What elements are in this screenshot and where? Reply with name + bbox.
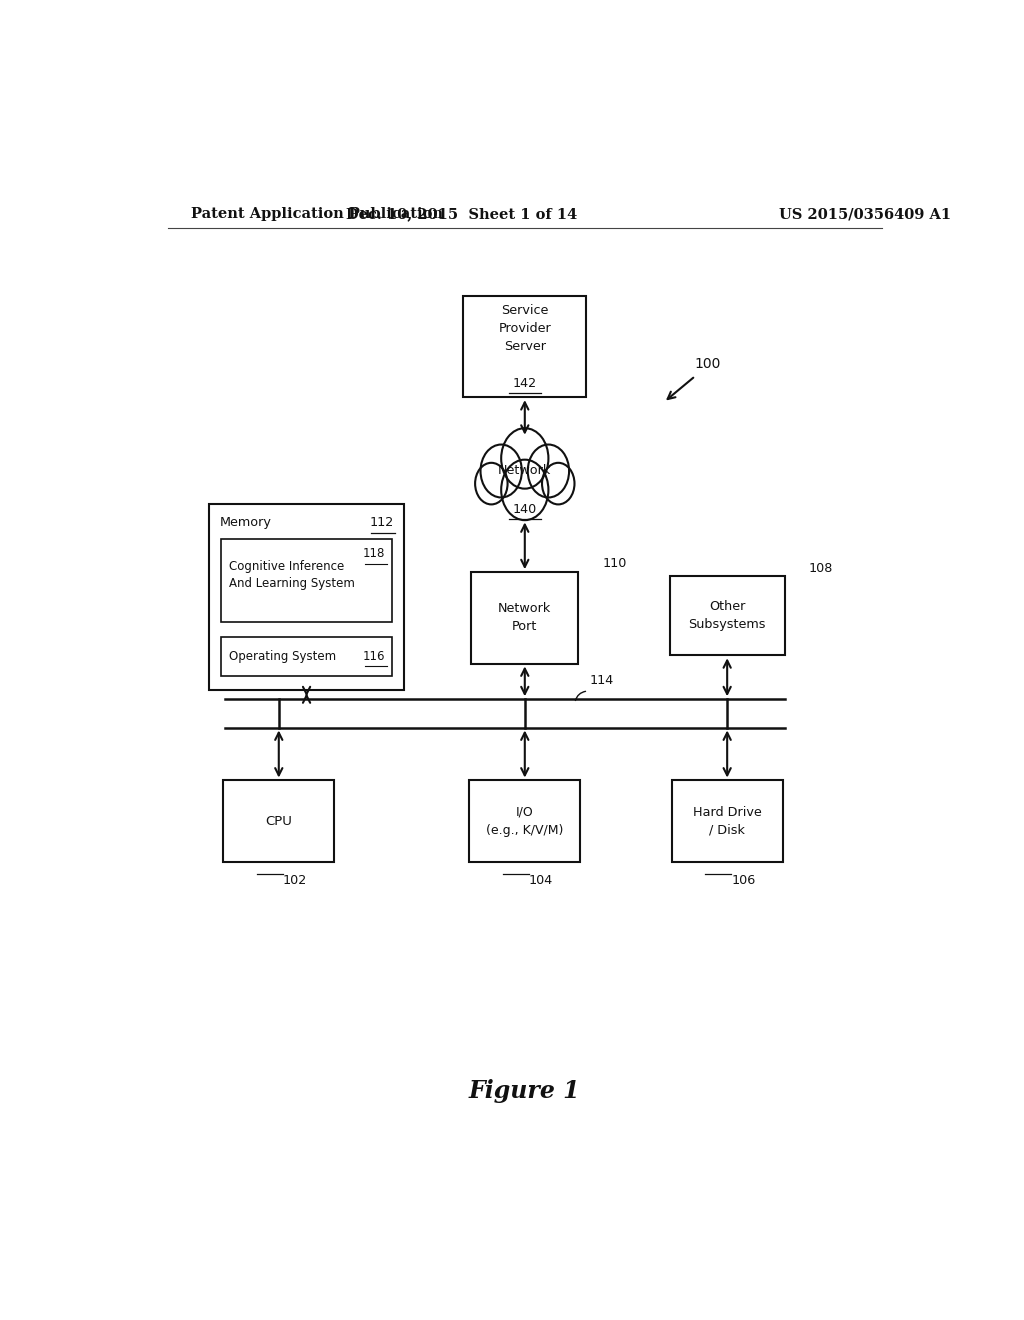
Text: 102: 102 xyxy=(283,874,307,887)
FancyBboxPatch shape xyxy=(463,296,587,397)
Text: Memory: Memory xyxy=(220,516,271,529)
Circle shape xyxy=(527,445,569,498)
Text: 110: 110 xyxy=(602,557,627,570)
Text: 116: 116 xyxy=(364,649,385,663)
Text: 118: 118 xyxy=(364,548,385,560)
Text: Service
Provider
Server: Service Provider Server xyxy=(499,304,551,352)
Text: Cognitive Inference
And Learning System: Cognitive Inference And Learning System xyxy=(229,560,355,590)
Text: Network: Network xyxy=(498,463,552,477)
FancyBboxPatch shape xyxy=(221,638,392,676)
FancyBboxPatch shape xyxy=(221,539,392,622)
Text: 112: 112 xyxy=(370,516,393,529)
Text: 104: 104 xyxy=(528,874,553,887)
Text: 114: 114 xyxy=(590,675,614,688)
Text: 108: 108 xyxy=(809,561,833,574)
Text: Operating System: Operating System xyxy=(229,649,336,663)
Text: CPU: CPU xyxy=(265,814,292,828)
Circle shape xyxy=(501,459,549,520)
Text: Dec. 10, 2015  Sheet 1 of 14: Dec. 10, 2015 Sheet 1 of 14 xyxy=(346,207,577,222)
Circle shape xyxy=(501,428,549,488)
Text: US 2015/0356409 A1: US 2015/0356409 A1 xyxy=(778,207,951,222)
Text: 142: 142 xyxy=(513,376,537,389)
Text: Patent Application Publication: Patent Application Publication xyxy=(191,207,443,222)
Text: Hard Drive
/ Disk: Hard Drive / Disk xyxy=(693,805,762,837)
Text: Figure 1: Figure 1 xyxy=(469,1080,581,1104)
FancyBboxPatch shape xyxy=(471,572,579,664)
Circle shape xyxy=(500,449,550,513)
Circle shape xyxy=(475,463,508,504)
Text: 100: 100 xyxy=(694,356,721,371)
Text: Other
Subsystems: Other Subsystems xyxy=(688,601,766,631)
FancyBboxPatch shape xyxy=(223,780,334,862)
Circle shape xyxy=(542,463,574,504)
Text: 106: 106 xyxy=(731,874,756,887)
Circle shape xyxy=(480,445,522,498)
FancyBboxPatch shape xyxy=(672,780,782,862)
FancyBboxPatch shape xyxy=(670,576,784,656)
Text: I/O
(e.g., K/V/M): I/O (e.g., K/V/M) xyxy=(486,805,563,837)
FancyBboxPatch shape xyxy=(209,504,403,690)
Text: Network
Port: Network Port xyxy=(498,602,552,634)
FancyBboxPatch shape xyxy=(469,780,581,862)
Text: 140: 140 xyxy=(513,503,537,516)
